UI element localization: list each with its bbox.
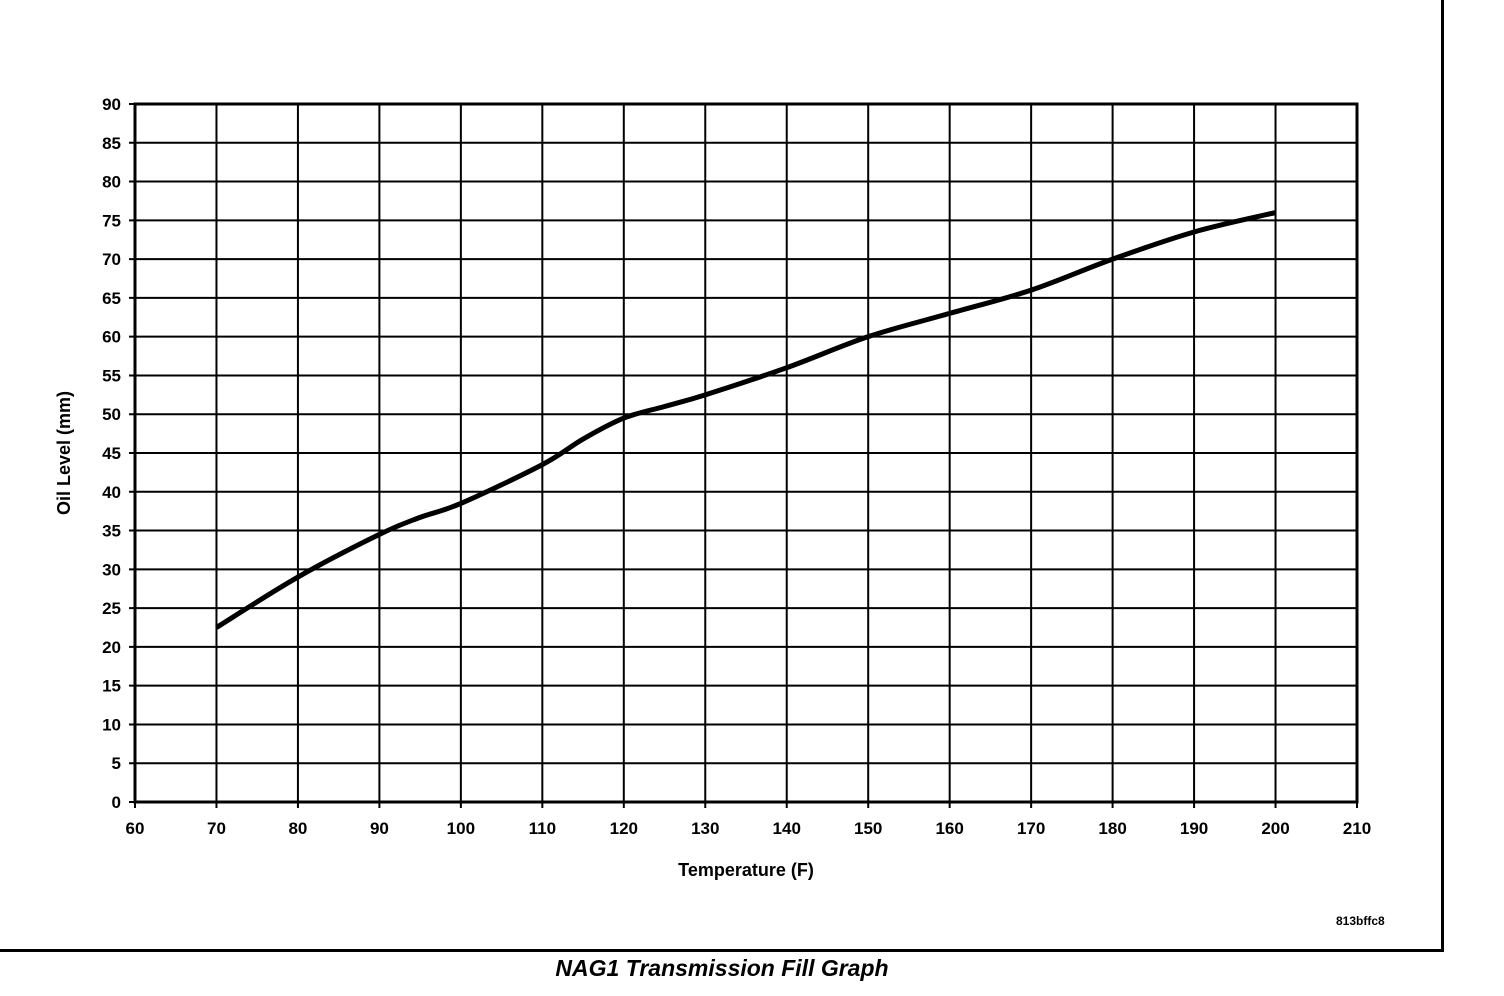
y-axis-label: Oil Level (mm) bbox=[54, 391, 74, 515]
frame-border-right bbox=[1441, 0, 1444, 952]
y-tick-label: 80 bbox=[102, 173, 121, 192]
x-tick-label: 200 bbox=[1261, 819, 1289, 838]
x-tick-label: 90 bbox=[370, 819, 389, 838]
series-line-oil-level bbox=[215, 210, 1277, 630]
y-tick-label: 0 bbox=[112, 793, 121, 812]
x-tick-label: 80 bbox=[288, 819, 307, 838]
x-tick-label: 150 bbox=[854, 819, 882, 838]
x-tick-label: 100 bbox=[447, 819, 475, 838]
y-tick-label: 15 bbox=[102, 677, 121, 696]
y-tick-label: 70 bbox=[102, 250, 121, 269]
x-tick-label: 210 bbox=[1343, 819, 1371, 838]
y-tick-label: 65 bbox=[102, 289, 121, 308]
x-tick-label: 120 bbox=[610, 819, 638, 838]
y-tick-label: 50 bbox=[102, 405, 121, 424]
figure-id: 813bffc8 bbox=[1336, 914, 1385, 928]
x-tick-label: 110 bbox=[529, 819, 556, 838]
plot-border bbox=[133, 102, 1359, 804]
y-tick-label: 75 bbox=[102, 211, 121, 230]
x-tick-label: 190 bbox=[1180, 819, 1208, 838]
x-tick-label: 140 bbox=[773, 819, 801, 838]
y-tick-label: 20 bbox=[102, 638, 121, 657]
chart-title: NAG1 Transmission Fill Graph bbox=[555, 955, 889, 981]
x-tick-label: 170 bbox=[1017, 819, 1045, 838]
y-tick-label: 45 bbox=[102, 444, 121, 463]
y-tick-label: 90 bbox=[102, 95, 121, 114]
y-tick-label: 60 bbox=[102, 328, 121, 347]
y-tick-label: 85 bbox=[102, 134, 121, 153]
x-tick-label: 130 bbox=[691, 819, 719, 838]
y-tick-label: 5 bbox=[112, 754, 121, 773]
y-tick-label: 35 bbox=[102, 522, 121, 541]
y-tick-label: 30 bbox=[102, 560, 121, 579]
x-tick-label: 60 bbox=[126, 819, 145, 838]
y-tick-label: 25 bbox=[102, 599, 121, 618]
y-tick-label: 40 bbox=[102, 483, 121, 502]
frame-border-bottom bbox=[0, 949, 1444, 952]
x-tick-label: 70 bbox=[207, 819, 226, 838]
x-axis-label: Temperature (F) bbox=[678, 860, 814, 880]
y-tick-label: 55 bbox=[102, 366, 121, 385]
y-tick-label: 10 bbox=[102, 715, 121, 734]
x-tick-label: 180 bbox=[1098, 819, 1126, 838]
x-tick-label: 160 bbox=[935, 819, 963, 838]
